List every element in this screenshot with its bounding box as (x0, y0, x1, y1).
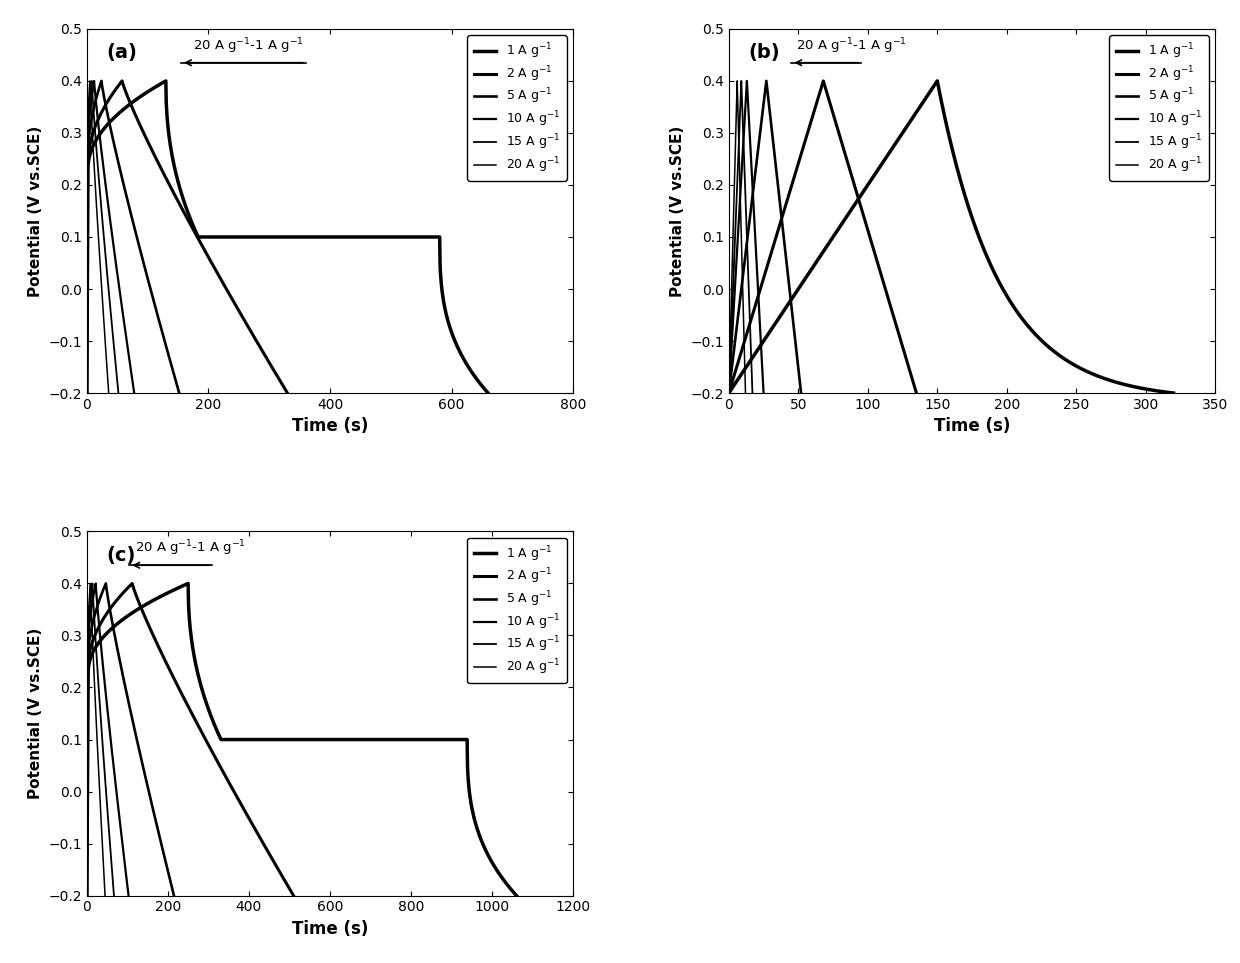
Text: (b): (b) (748, 43, 780, 62)
Legend: 1 A g$^{-1}$, 2 A g$^{-1}$, 5 A g$^{-1}$, 10 A g$^{-1}$, 15 A g$^{-1}$, 20 A g$^: 1 A g$^{-1}$, 2 A g$^{-1}$, 5 A g$^{-1}$… (467, 537, 567, 684)
Y-axis label: Potential (V vs.SCE): Potential (V vs.SCE) (27, 125, 42, 297)
X-axis label: Time (s): Time (s) (934, 418, 1011, 435)
Legend: 1 A g$^{-1}$, 2 A g$^{-1}$, 5 A g$^{-1}$, 10 A g$^{-1}$, 15 A g$^{-1}$, 20 A g$^: 1 A g$^{-1}$, 2 A g$^{-1}$, 5 A g$^{-1}$… (467, 35, 567, 181)
Text: 20 A g$^{-1}$-1 A g$^{-1}$: 20 A g$^{-1}$-1 A g$^{-1}$ (135, 539, 246, 559)
Text: (a): (a) (107, 43, 138, 62)
Text: 20 A g$^{-1}$-1 A g$^{-1}$: 20 A g$^{-1}$-1 A g$^{-1}$ (796, 37, 906, 56)
Y-axis label: Potential (V vs.SCE): Potential (V vs.SCE) (670, 125, 684, 297)
Text: 20 A g$^{-1}$-1 A g$^{-1}$: 20 A g$^{-1}$-1 A g$^{-1}$ (193, 37, 304, 56)
X-axis label: Time (s): Time (s) (291, 920, 368, 938)
Y-axis label: Potential (V vs.SCE): Potential (V vs.SCE) (27, 628, 42, 799)
Legend: 1 A g$^{-1}$, 2 A g$^{-1}$, 5 A g$^{-1}$, 10 A g$^{-1}$, 15 A g$^{-1}$, 20 A g$^: 1 A g$^{-1}$, 2 A g$^{-1}$, 5 A g$^{-1}$… (1110, 35, 1209, 181)
Text: (c): (c) (107, 546, 135, 564)
X-axis label: Time (s): Time (s) (291, 418, 368, 435)
